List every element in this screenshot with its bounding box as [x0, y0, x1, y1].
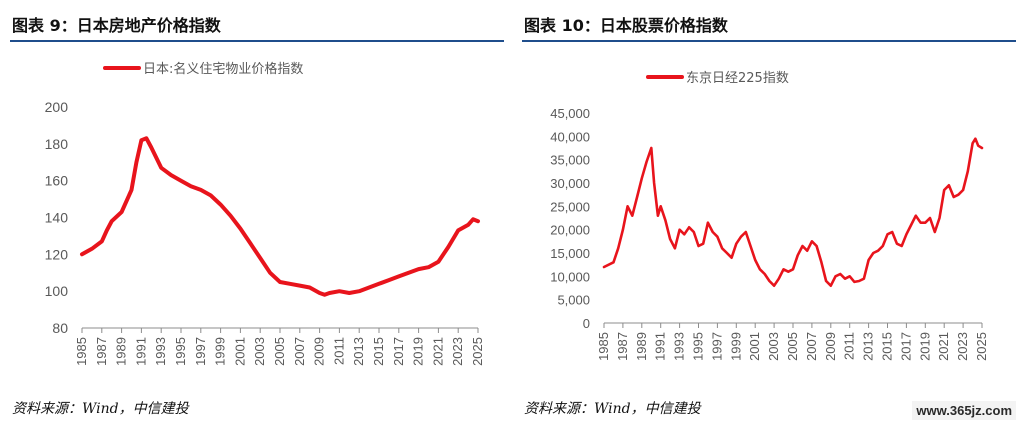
nikkei-chart: 0 5,000 10,000 15,000 20,000 25,000 30,000 35,0…: [550, 71, 989, 361]
figure-title-10: 图表 10：日本股票价格指数: [524, 16, 728, 35]
y-tick-label: 30,000: [550, 176, 590, 191]
x-tick-label: 1987: [94, 337, 109, 366]
y-tick-label: 10,000: [550, 269, 590, 284]
x-tick-label: 2007: [292, 337, 307, 366]
x-tick-label: 2009: [312, 337, 327, 366]
x-tick-label: 2013: [351, 337, 366, 366]
plot-area: 0 5,000 10,000 15,000 20,000 25,000 30,000 35,0…: [550, 106, 989, 361]
y-tick-label: 25,000: [550, 199, 590, 214]
x-tick-label: 2025: [974, 332, 989, 361]
x-tick-label: 2007: [804, 332, 819, 361]
x-tick-label: 2015: [880, 332, 895, 361]
x-tick-label: 1995: [691, 332, 706, 361]
right-panel: 图表 10：日本股票价格指数 0 5,000 10,000 15,000 20,000 2…: [512, 0, 1024, 426]
y-tick-label: 15,000: [550, 246, 590, 261]
title-rule: [522, 40, 1016, 42]
x-tick-label: 1987: [615, 332, 630, 361]
x-tick-label: 2009: [823, 332, 838, 361]
left-panel: 图表 9：日本房地产价格指数 80 100 120 140 160 180 200 1985 1…: [10, 16, 504, 417]
x-tick-label: 2001: [747, 332, 762, 361]
y-tick-label: 20,000: [550, 223, 590, 238]
x-tick-label: 2001: [232, 337, 247, 366]
x-tick-label: 2005: [785, 332, 800, 361]
x-tick-label: 2019: [411, 337, 426, 366]
x-tick-label: 2023: [955, 332, 970, 361]
legend: 东京日经225指数: [646, 71, 789, 86]
source-note: 资料来源：Wind，中信建投: [524, 401, 701, 417]
x-tick-label: 2025: [470, 337, 485, 366]
x-tick-label: 1989: [114, 337, 129, 366]
x-tick-label: 2017: [391, 337, 406, 366]
legend: 日本:名义住宅物业价格指数: [103, 61, 303, 77]
x-tick-label: 2017: [898, 332, 913, 361]
y-tick-label: 5,000: [557, 293, 590, 308]
x-tick-label: 2011: [842, 332, 857, 360]
legend-label: 日本:名义住宅物业价格指数: [143, 61, 303, 77]
x-tick-label: 1991: [133, 337, 148, 366]
y-tick-label: 100: [45, 283, 69, 299]
x-tick-label: 1997: [193, 337, 208, 366]
x-tick-label: 1999: [728, 332, 743, 361]
y-tick-label: 45,000: [550, 106, 590, 121]
y-tick-label: 160: [45, 173, 69, 189]
x-tick-label: 2019: [917, 332, 932, 361]
x-tick-label: 1991: [653, 332, 668, 361]
x-tick-label: 2011: [331, 337, 346, 365]
x-tick-label: 1995: [173, 337, 188, 366]
y-tick-label: 40,000: [550, 129, 590, 144]
watermark: www.365jz.com: [912, 401, 1016, 420]
y-tick-label: 140: [45, 210, 69, 226]
x-tick-label: 1985: [596, 332, 611, 361]
y-tick-label: 120: [45, 246, 69, 262]
x-tick-label: 1993: [153, 337, 168, 366]
y-tick-label: 80: [52, 320, 68, 336]
x-tick-label: 2003: [252, 337, 267, 366]
x-tick-label: 2015: [371, 337, 386, 366]
x-tick-label: 2003: [766, 332, 781, 361]
y-tick-label: 200: [45, 99, 69, 115]
series-line: [602, 137, 984, 287]
x-tick-label: 2005: [272, 337, 287, 366]
y-tick-label: 35,000: [550, 153, 590, 168]
housing-price-chart: 80 100 120 140 160 180 200 1985 1987 1989 1991 1993…: [45, 61, 485, 366]
x-tick-label: 1997: [709, 332, 724, 361]
x-tick-label: 2021: [430, 337, 445, 366]
y-tick-label: 0: [583, 316, 590, 331]
legend-label: 东京日经225指数: [686, 71, 789, 86]
x-tick-label: 2021: [936, 332, 951, 361]
x-tick-label: 2023: [450, 337, 465, 366]
x-tick-label: 1989: [634, 332, 649, 361]
x-tick-label: 1999: [213, 337, 228, 366]
x-tick-label: 1993: [672, 332, 687, 361]
x-tick-label: 1985: [74, 337, 89, 366]
x-tick-label: 2013: [861, 332, 876, 361]
source-note: 资料来源：Wind，中信建投: [12, 401, 189, 417]
title-rule: [10, 40, 504, 42]
plot-area: 80 100 120 140 160 180 200 1985 1987 1989 1991 1993…: [45, 99, 485, 366]
series-line: [80, 136, 480, 297]
y-tick-label: 180: [45, 136, 69, 152]
figure-title-9: 图表 9：日本房地产价格指数: [12, 16, 221, 35]
